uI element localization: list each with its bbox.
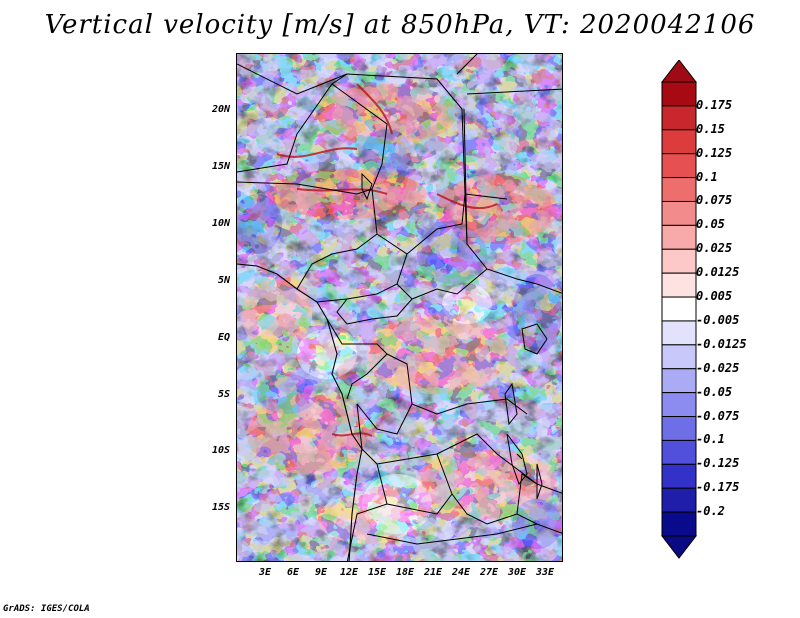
lat-label-15s: 15S (211, 502, 230, 513)
lon-label-30e: 30E (507, 567, 527, 578)
colorbar-box (661, 296, 697, 322)
lon-label-18e: 18E (395, 567, 415, 578)
lon-label-15e: 15E (367, 567, 387, 578)
lon-label-12e: 12E (339, 567, 359, 578)
colorbar-level-label: -0.0125 (696, 336, 747, 351)
colorbar-level-label: -0.075 (696, 408, 740, 423)
colorbar-level-label: 0.05 (696, 217, 725, 232)
lat-label-5n: 5N (217, 275, 230, 286)
colorbar-box (661, 416, 697, 441)
colorbar-box (661, 511, 697, 537)
map-title: Vertical velocity [m/s] at 850hPa, VT: 2… (44, 10, 756, 40)
colorbar-level-label: -0.005 (696, 312, 740, 327)
colorbar-box (661, 129, 697, 155)
credit-text: GrADS: IGES/COLA (3, 604, 90, 614)
colorbar-box (661, 439, 697, 465)
colorbar-top-arrow (660, 60, 698, 83)
lat-label-10s: 10S (211, 445, 230, 456)
lakes (361, 172, 548, 500)
colorbar-box (661, 200, 697, 226)
lon-label-27e: 27E (479, 567, 499, 578)
lon-label-33e: 33E (535, 567, 555, 578)
colorbar-level-label: 0.1 (696, 169, 718, 184)
colorbar-level-label: 0.025 (696, 241, 733, 256)
colorbar-box (661, 392, 697, 418)
colorbar-box (661, 81, 697, 107)
colorbar-level-label: -0.125 (696, 456, 740, 471)
colorbar-box (661, 487, 697, 513)
colorbar-box (661, 272, 697, 298)
colorbar-box (661, 344, 697, 370)
lon-label-9e: 9E (314, 567, 328, 578)
vertical-velocity-field (237, 54, 562, 561)
colorbar-box (661, 463, 697, 489)
colorbar-level-label: 0.0125 (696, 265, 740, 280)
colorbar-level-label: -0.2 (696, 504, 725, 519)
field-speckle (237, 54, 562, 561)
colorbar-box (661, 224, 697, 250)
colorbar-bottom-arrow (660, 535, 698, 559)
colorbar-level-label: 0.125 (696, 145, 733, 160)
lat-label-5s: 5S (217, 389, 230, 400)
colorbar-level-label: -0.05 (696, 384, 733, 399)
colorbar-level-label: 0.005 (696, 289, 733, 304)
map-panel (236, 53, 563, 562)
colorbar-box (661, 248, 697, 274)
colorbar-level-label: 0.15 (696, 121, 725, 136)
colorbar-box (661, 177, 697, 202)
lat-label-15n: 15N (211, 161, 230, 172)
lat-label-20n: 20N (211, 104, 230, 115)
lon-label-6e: 6E (286, 567, 300, 578)
lat-label-eq: EQ (217, 332, 230, 343)
lat-label-10n: 10N (211, 218, 230, 229)
colorbar (660, 60, 698, 559)
colorbar-level-label: -0.175 (696, 480, 740, 495)
colorbar-box (661, 105, 697, 131)
lon-label-24e: 24E (451, 567, 471, 578)
colorbar-box (661, 368, 697, 394)
colorbar-level-label: -0.1 (696, 432, 725, 447)
colorbar-box (661, 320, 697, 346)
coastline (237, 54, 478, 561)
colorbar-level-label: 0.075 (696, 193, 733, 208)
lon-label-3e: 3E (258, 567, 272, 578)
colorbar-box (661, 153, 697, 179)
colorbar-level-label: 0.175 (696, 97, 733, 112)
colorbar-boxes (661, 81, 697, 537)
colorbar-level-label: -0.025 (696, 360, 740, 375)
lon-label-21e: 21E (423, 567, 443, 578)
